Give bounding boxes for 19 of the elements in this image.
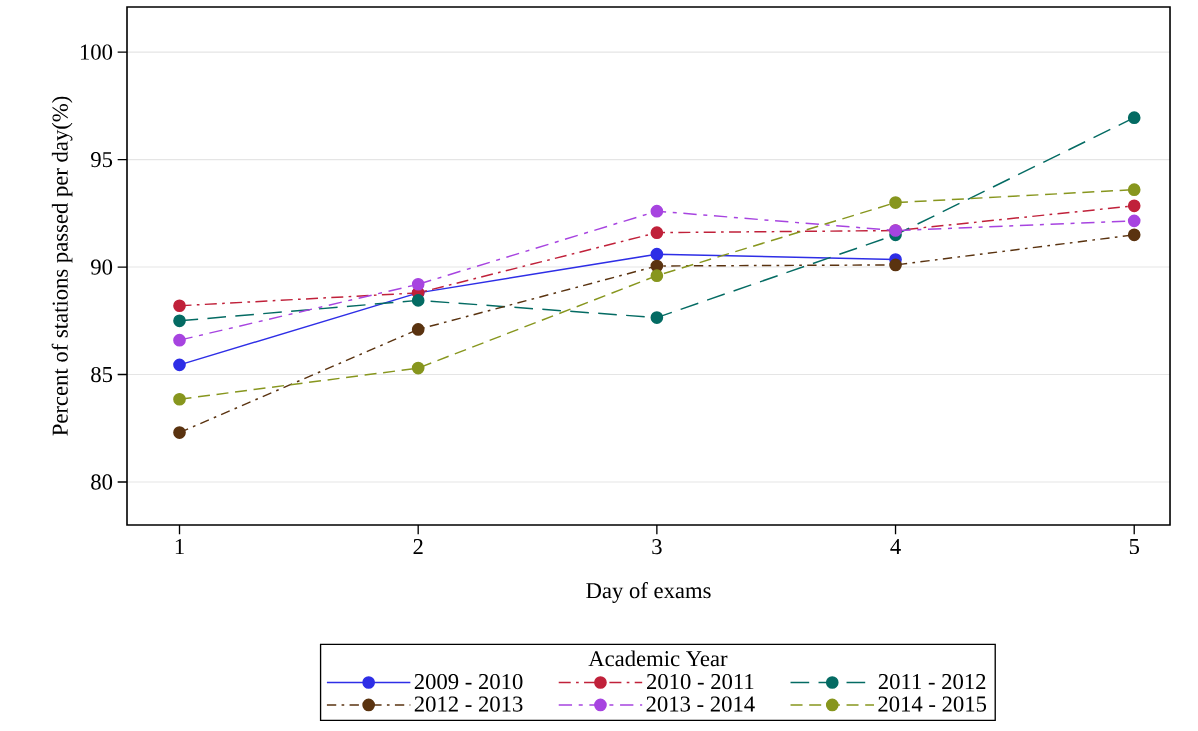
y-tick-label: 85 (91, 366, 113, 383)
y-tick-label: 80 (91, 474, 113, 490)
legend-label: 2012 - 2013 (414, 696, 523, 712)
y-tick-label: 90 (91, 259, 113, 275)
x-tick-label: 2 (413, 539, 423, 555)
legend-label: 2011 - 2012 (878, 673, 986, 690)
legend-label: 2010 - 2011 (647, 673, 754, 690)
legend-label: 2013 - 2014 (646, 696, 755, 712)
legend-label: 2014 - 2015 (878, 696, 987, 712)
x-axis-title: Day of exams (586, 582, 711, 603)
legend-label: 2009 - 2010 (414, 673, 523, 690)
x-tick-label: 1 (175, 539, 184, 555)
y-tick-label: 100 (80, 44, 113, 60)
y-tick-label: 95 (91, 151, 113, 168)
x-tick-label: 5 (1129, 539, 1139, 555)
x-tick-label: 3 (652, 539, 662, 555)
y-axis-title: Percent of stations passed per day(%) (51, 96, 73, 436)
legend-title: Academic Year (588, 650, 728, 667)
x-tick-label: 4 (890, 539, 901, 554)
